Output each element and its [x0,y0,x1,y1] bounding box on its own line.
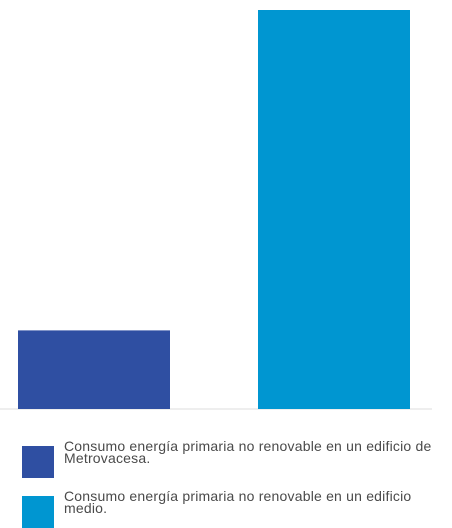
legend: Consumo energía primaria no renovable en… [22,438,442,528]
legend-swatch-metrovacesa [22,446,54,478]
legend-item-average-building: Consumo energía primaria no renovable en… [22,488,442,528]
bar-chart [0,10,432,410]
legend-item-metrovacesa: Consumo energía primaria no renovable en… [22,438,442,478]
bar-metrovacesa [18,330,170,409]
bar-average-building [258,10,410,409]
legend-label-metrovacesa: Consumo energía primaria no renovable en… [64,438,432,466]
legend-label-average-building: Consumo energía primaria no renovable en… [64,488,412,516]
legend-swatch-average-building [22,496,54,528]
